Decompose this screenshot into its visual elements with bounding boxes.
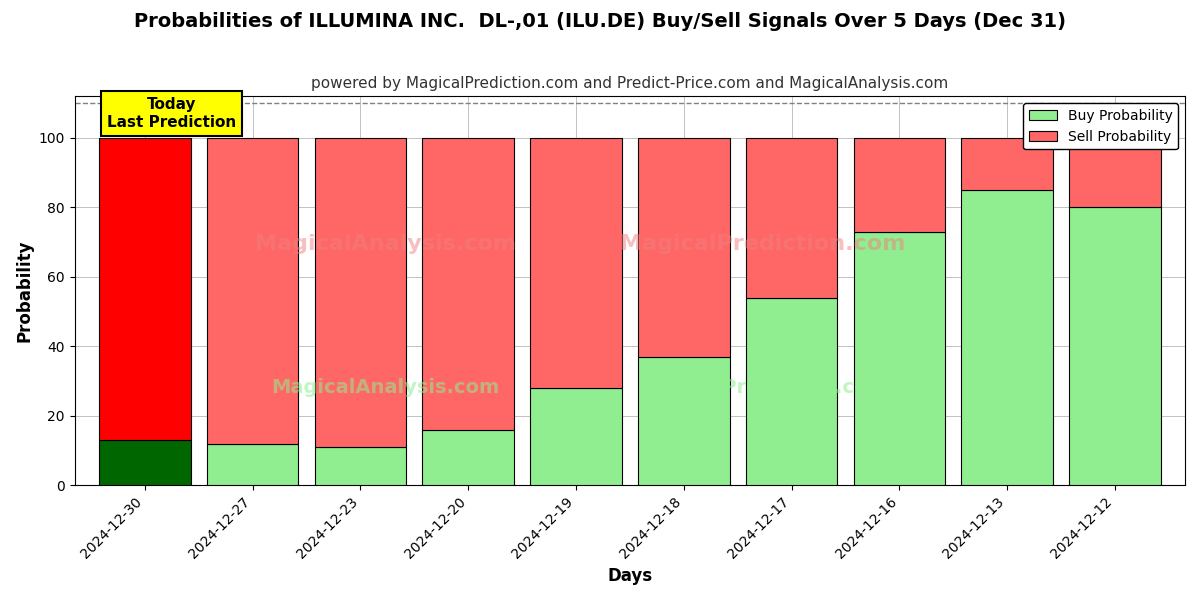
Text: MagicalPrediction.com: MagicalPrediction.com [638, 379, 888, 397]
Bar [530, 138, 622, 388]
Bar [1069, 138, 1160, 208]
Bar [853, 138, 946, 232]
Bar [638, 357, 730, 485]
X-axis label: Days: Days [607, 567, 653, 585]
Y-axis label: Probability: Probability [16, 239, 34, 342]
Title: powered by MagicalPrediction.com and Predict-Price.com and MagicalAnalysis.com: powered by MagicalPrediction.com and Pre… [311, 76, 948, 91]
Legend: Buy Probability, Sell Probability: Buy Probability, Sell Probability [1024, 103, 1178, 149]
Bar [206, 138, 299, 443]
Text: MagicalAnalysis.com: MagicalAnalysis.com [271, 379, 499, 397]
Bar [530, 388, 622, 485]
Text: Probabilities of ILLUMINA INC.  DL-,01 (ILU.DE) Buy/Sell Signals Over 5 Days (De: Probabilities of ILLUMINA INC. DL-,01 (I… [134, 12, 1066, 31]
Text: MagicalAnalysis.com: MagicalAnalysis.com [254, 234, 516, 254]
Text: MagicalPrediction.com: MagicalPrediction.com [620, 234, 906, 254]
Bar [314, 138, 406, 447]
Bar [745, 298, 838, 485]
Bar [206, 443, 299, 485]
Bar [638, 138, 730, 357]
Bar [98, 138, 191, 440]
Bar [961, 138, 1052, 190]
Bar [1069, 208, 1160, 485]
Bar [98, 440, 191, 485]
Bar [314, 447, 406, 485]
Bar [853, 232, 946, 485]
Bar [745, 138, 838, 298]
Bar [422, 138, 514, 430]
Text: Today
Last Prediction: Today Last Prediction [107, 97, 236, 130]
Bar [422, 430, 514, 485]
Bar [961, 190, 1052, 485]
